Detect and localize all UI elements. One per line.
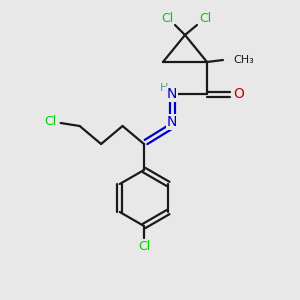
Text: O: O xyxy=(234,87,244,101)
Text: Cl: Cl xyxy=(44,115,57,128)
Text: Cl: Cl xyxy=(199,13,211,26)
Text: H: H xyxy=(160,83,168,93)
Text: CH₃: CH₃ xyxy=(233,55,254,65)
Text: N: N xyxy=(167,115,177,129)
Text: Cl: Cl xyxy=(161,13,173,26)
Text: Cl: Cl xyxy=(138,239,150,253)
Text: N: N xyxy=(167,87,177,101)
